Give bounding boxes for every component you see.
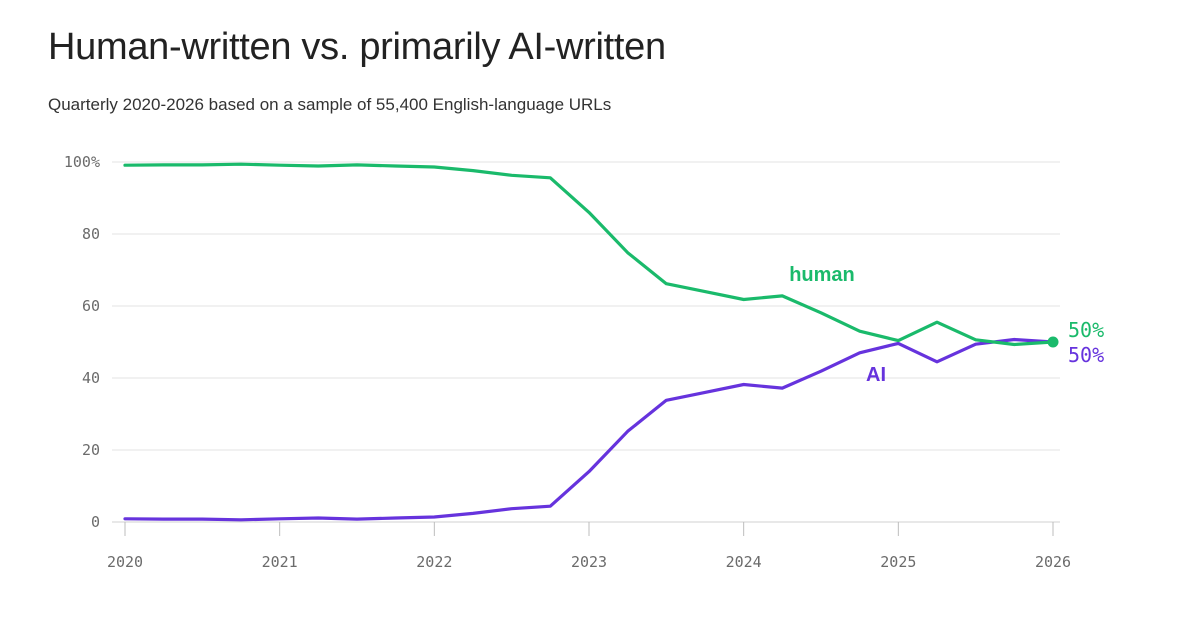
series-line-human (123, 162, 1055, 347)
y-tick-label: 100% (64, 153, 100, 171)
series-lines (123, 162, 1059, 522)
y-axis: 0 20 40 60 80 100% (64, 153, 100, 531)
end-label-ai: 50% (1068, 343, 1104, 367)
x-tick-label: 2025 (880, 553, 916, 571)
x-axis: 2020 2021 2022 2023 2024 2025 2026 (107, 522, 1071, 571)
end-label-human: 50% (1068, 318, 1104, 342)
x-tick-label: 2024 (726, 553, 762, 571)
y-tick-label: 0 (91, 513, 100, 531)
end-point-dot (1047, 336, 1059, 348)
y-tick-label: 80 (82, 225, 100, 243)
gridlines (112, 161, 1060, 523)
x-tick-label: 2026 (1035, 553, 1071, 571)
y-tick-label: 20 (82, 441, 100, 459)
series-label-human: human (789, 264, 855, 286)
chart-title: Human-written vs. primarily AI-written (48, 26, 666, 68)
series-labels: human AI 50%50% (789, 264, 1104, 386)
y-tick-label: 60 (82, 297, 100, 315)
series-line-ai (123, 337, 1055, 522)
x-tick-label: 2022 (416, 553, 452, 571)
x-tick-label: 2020 (107, 553, 143, 571)
x-tick-label: 2023 (571, 553, 607, 571)
series-label-ai: AI (866, 364, 886, 386)
chart-subtitle: Quarterly 2020-2026 based on a sample of… (48, 95, 612, 114)
x-tick-label: 2021 (262, 553, 298, 571)
y-tick-label: 40 (82, 369, 100, 387)
